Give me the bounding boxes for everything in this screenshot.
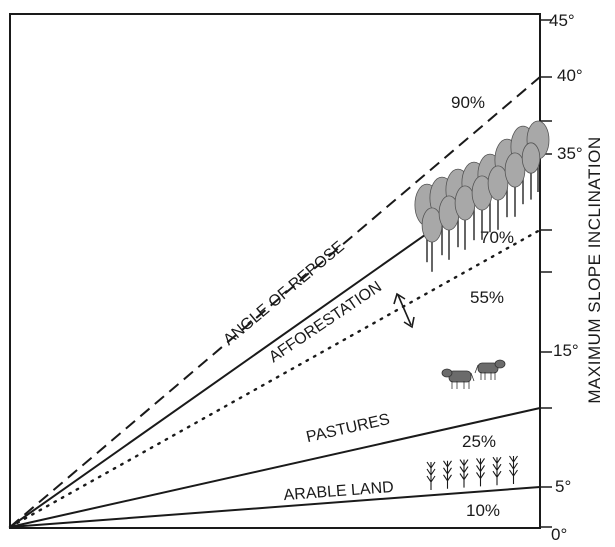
crop-stalk [443,460,452,489]
tree-crown [487,165,509,201]
arable-land-label: ARABLE LAND [283,479,394,504]
tree-crown [521,142,541,174]
pastures-line [9,407,541,528]
cow-icon [441,359,506,389]
tree-cluster-icon [414,120,550,272]
afforestation-lower-dotted-line [8,228,542,529]
tree-crown [504,152,526,188]
axis-title: MAXIMUM SLOPE INCLINATION [585,136,604,403]
crop-stalk [459,459,469,488]
crop-plants-icon [426,455,518,490]
percent-10: 10% [466,501,500,520]
double-arrow-icon [393,292,415,329]
angle-of-repose-label: ANGLE OF REPOSE [220,238,347,349]
percent-55: 55% [470,288,504,307]
crop-stalk [509,455,518,484]
tick-label-15: 15° [553,341,579,360]
crop-stalk [476,458,485,487]
axis-ticks [540,19,552,528]
tick-label-45: 45° [549,11,575,30]
percent-90: 90% [451,93,485,112]
tick-label-0: 0° [551,525,567,542]
tick-label-35: 35° [557,144,583,163]
tick-label-5: 5° [555,477,571,496]
crop-stalk [426,461,436,490]
tick-label-40: 40° [557,66,583,85]
percent-70: 70% [480,228,514,247]
crop-stalk [492,456,502,486]
pastures-label: PASTURES [305,411,392,446]
arable-land-line [9,486,541,528]
angle-of-repose-line [9,76,541,528]
diagram-frame [9,13,541,529]
percent-25: 25% [462,432,496,451]
